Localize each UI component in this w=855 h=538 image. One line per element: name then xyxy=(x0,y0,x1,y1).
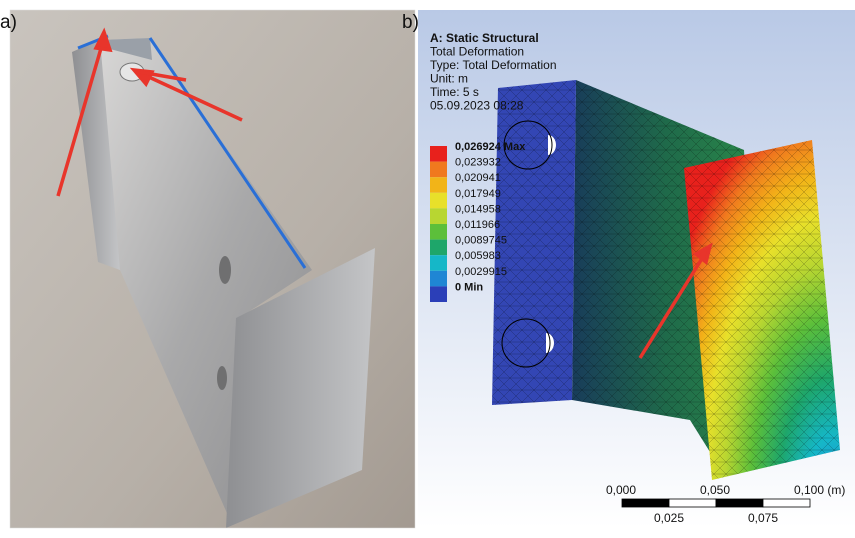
photo xyxy=(10,10,415,528)
legend-label: 0,020941 xyxy=(455,172,501,184)
legend-label: 0,0089745 xyxy=(455,235,507,247)
legend-label: 0,011966 xyxy=(455,219,500,231)
scale-label: 0,075 xyxy=(748,511,778,525)
header-line: Unit: m xyxy=(430,72,468,86)
legend-swatch xyxy=(430,240,447,256)
legend-swatch xyxy=(430,193,447,209)
scale-label: 0,050 xyxy=(700,483,730,497)
legend-label: 0,023932 xyxy=(455,157,501,169)
legend-swatch xyxy=(430,146,447,162)
header-line: A: Static Structural xyxy=(430,31,539,45)
legend-label: 0,0029915 xyxy=(455,266,507,278)
scale-segment xyxy=(763,499,810,507)
legend-swatch xyxy=(430,271,447,287)
header-line: Type: Total Deformation xyxy=(430,58,557,72)
panel-label: a) xyxy=(0,12,17,33)
scale-segment xyxy=(669,499,716,507)
header-line: 05.09.2023 08:28 xyxy=(430,99,524,113)
legend-swatch xyxy=(430,224,447,240)
legend-swatch xyxy=(430,162,447,178)
legend-label: 0,026924 Max xyxy=(455,141,526,153)
legend-swatch xyxy=(430,255,447,271)
legend-label: 0,017949 xyxy=(455,188,501,200)
figure: A: Static StructuralTotal DeformationTyp… xyxy=(0,0,855,538)
scale-label: 0,100 (m) xyxy=(794,483,845,497)
scale-label: 0,000 xyxy=(606,483,636,497)
legend-swatch xyxy=(430,177,447,193)
header-line: Total Deformation xyxy=(430,45,524,59)
legend-label: 0 Min xyxy=(455,281,483,293)
legend-swatch xyxy=(430,286,447,302)
panel-label: b) xyxy=(402,12,419,33)
scale-segment xyxy=(622,499,669,507)
legend-label: 0,005983 xyxy=(455,250,501,262)
scale-segment xyxy=(716,499,763,507)
legend-swatch xyxy=(430,208,447,224)
legend-label: 0,014958 xyxy=(455,203,501,215)
scale-label: 0,025 xyxy=(654,511,684,525)
header-line: Time: 5 s xyxy=(430,85,479,99)
